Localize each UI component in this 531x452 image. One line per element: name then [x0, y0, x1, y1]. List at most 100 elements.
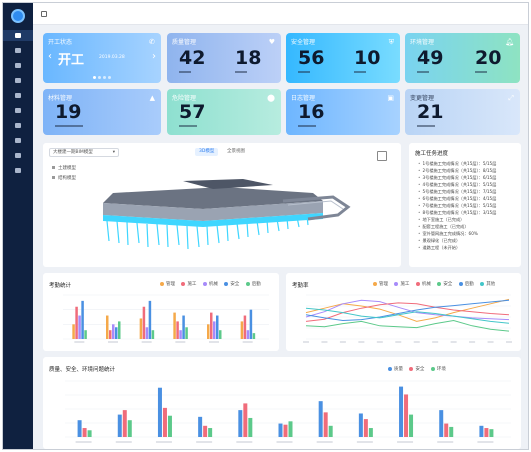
tab-3d-model[interactable]: 3D模型: [195, 148, 219, 156]
legend-label: 其他: [486, 282, 496, 287]
bar: [243, 315, 247, 339]
card-material-caption: [55, 125, 83, 127]
nav-item-6-icon[interactable]: [15, 108, 21, 113]
bim-3d-model-view[interactable]: [83, 179, 353, 251]
legend-label: 管理: [379, 282, 388, 287]
card-log[interactable]: 日志管理 ▣ 16: [286, 89, 400, 135]
bar: [106, 315, 109, 339]
bar: [363, 419, 368, 437]
legend-label: 安全: [230, 282, 240, 287]
next-arrow-icon[interactable]: ›: [152, 51, 156, 62]
card-material[interactable]: 材料管理 ▲ 19: [43, 89, 161, 135]
card-environment-b-caption: [475, 71, 487, 73]
progress-panel: 施工任务进度 1号楼施工完成情况（共15层）：5/15层 2号楼施工完成情况（共…: [409, 143, 521, 267]
card-danger[interactable]: 危险管理 ⬤ 57: [167, 89, 281, 135]
bar: [318, 401, 323, 437]
card-quality-a-caption: [179, 71, 191, 73]
legend-label: 安全: [443, 282, 453, 287]
carousel-dots[interactable]: [93, 74, 119, 79]
card-danger-caption: [179, 125, 197, 127]
logo-icon[interactable]: [11, 9, 25, 23]
card-change[interactable]: 变更管理 ⤢ 21: [405, 89, 520, 135]
bar: [127, 420, 132, 437]
card-material-title: 材料管理: [48, 95, 73, 102]
nav-item-9-icon[interactable]: [15, 153, 21, 158]
attendance-rate-line-chart: [303, 294, 512, 343]
bar: [157, 387, 162, 437]
card-safety[interactable]: 安全管理 ⛨ 56 10: [286, 33, 400, 83]
bar: [484, 428, 489, 437]
nav-item-2-icon[interactable]: [15, 48, 21, 53]
attendance-rate-panel: 考勤率 管理 施工 机械 安全 后勤 其他: [286, 273, 521, 351]
card-material-a: 19: [55, 101, 82, 123]
bar: [399, 386, 404, 437]
bar: [118, 321, 121, 339]
bar: [203, 425, 208, 437]
bar: [283, 424, 288, 437]
nav-item-3-icon[interactable]: [15, 63, 21, 68]
shield-icon: ⛨: [388, 38, 394, 46]
menu-toggle-icon[interactable]: [41, 11, 47, 17]
progress-item-7: 7号楼施工完成情况（共15层）：5/15层: [418, 203, 496, 209]
nav-item-8-icon[interactable]: [15, 138, 21, 143]
bar: [112, 324, 115, 339]
progress-panel-title: 施工任务进度: [415, 151, 449, 157]
nav-item-4-icon[interactable]: [15, 78, 21, 83]
chevron-down-icon: ▾: [112, 150, 115, 155]
series-line: [305, 299, 510, 321]
bar: [198, 416, 203, 437]
phone-icon: ✆: [149, 38, 155, 46]
issues-chart-title: 质量、安全、环境问题统计: [49, 367, 116, 373]
heart-icon: ♥: [268, 38, 275, 46]
layer-option-1[interactable]: 土建模型: [52, 165, 76, 171]
nav-item-1-icon[interactable]: [15, 33, 21, 38]
bar: [77, 420, 82, 437]
card-safety-b-caption: [354, 71, 366, 73]
card-quality-title: 质量管理: [172, 39, 197, 46]
bar: [176, 321, 179, 339]
series-line: [305, 319, 510, 332]
nav-item-7-icon[interactable]: [15, 123, 21, 128]
bar: [252, 333, 256, 339]
nav-item-10-icon[interactable]: [15, 168, 21, 173]
card-safety-b: 10: [354, 47, 381, 69]
legend-label: 管理: [166, 282, 175, 287]
card-status[interactable]: 开工状态 ✆ ‹ 开工 2019.03.28 ›: [43, 33, 161, 83]
tab-panorama[interactable]: 全景视图: [227, 149, 245, 154]
progress-item-11: 室外管网施工完成情况：60%: [418, 231, 477, 237]
model-select-dropdown[interactable]: 大楼建一期BIM模型 ▾: [49, 148, 119, 157]
bar: [248, 417, 253, 437]
card-change-a: 21: [417, 101, 444, 123]
bar: [240, 321, 244, 339]
bar: [148, 300, 152, 339]
card-quality[interactable]: 质量管理 ♥ 42 18: [167, 33, 281, 83]
bar: [216, 315, 219, 339]
bar: [249, 309, 253, 339]
attendance-chart-panel: 考勤统计 管理 施工 机械 安全 后勤: [43, 273, 279, 351]
bell-icon: 🔔︎: [505, 38, 514, 46]
card-environment-a-caption: [417, 71, 429, 73]
series-line: [305, 299, 510, 322]
layer-option-2[interactable]: 结构模型: [52, 175, 76, 181]
prev-arrow-icon[interactable]: ‹: [48, 51, 52, 62]
bar: [185, 327, 188, 339]
bar: [122, 410, 127, 437]
bar: [449, 426, 454, 437]
bar: [208, 428, 213, 437]
progress-item-2: 2号楼施工完成情况（共15层）：8/15层: [418, 168, 496, 174]
nav-item-5-icon[interactable]: [15, 93, 21, 98]
legend-label: 环境: [436, 367, 446, 372]
issues-bar-chart: [65, 380, 511, 443]
card-environment[interactable]: 环境管理 🔔︎ 49 20: [405, 33, 520, 83]
issues-legend: 质量 安全 环境: [383, 366, 446, 372]
bar: [238, 410, 243, 437]
bar: [479, 425, 484, 437]
view-cube-icon[interactable]: [377, 151, 387, 161]
series-line: [305, 302, 510, 322]
attendance-chart-title: 考勤统计: [49, 283, 72, 289]
card-change-title: 变更管理: [410, 95, 435, 102]
card-environment-b: 20: [475, 47, 502, 69]
attendance-rate-title: 考勤率: [292, 283, 309, 289]
bar: [78, 315, 81, 339]
card-log-a: 16: [298, 101, 325, 123]
